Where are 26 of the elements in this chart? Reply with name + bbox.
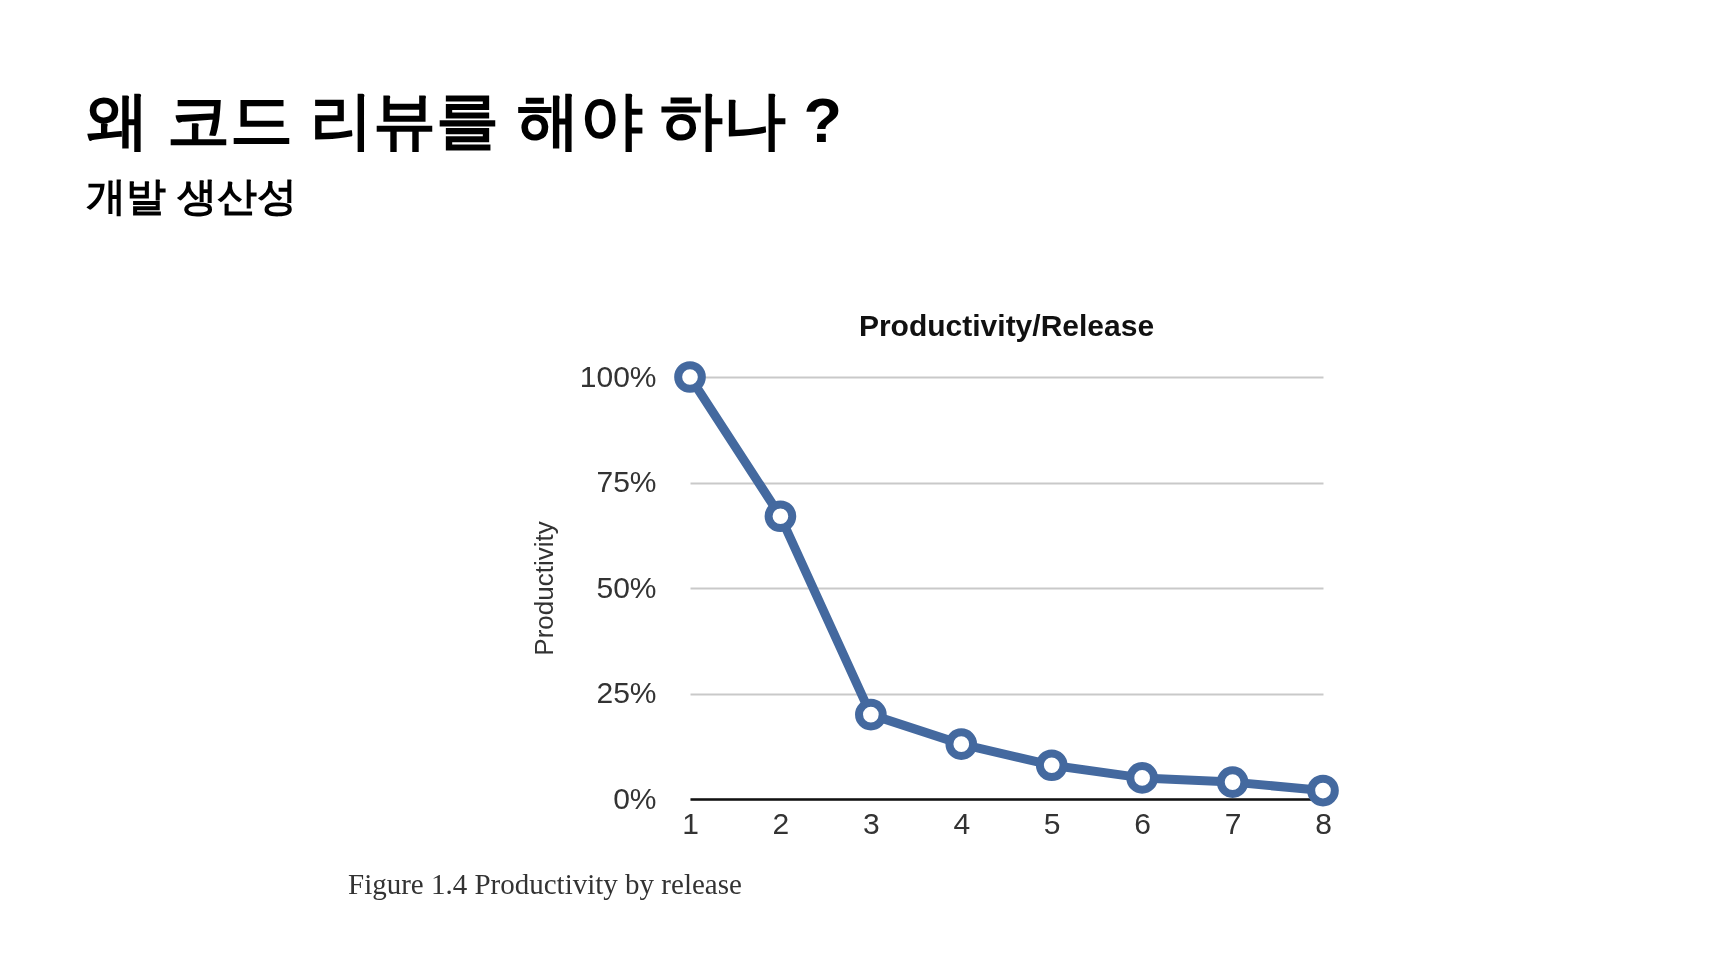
x-tick-label: 3 [863,806,880,840]
y-axis-title: Productivity [528,521,559,656]
x-tick-label: 5 [1043,806,1061,840]
point [674,361,706,393]
x-tick-label: 1 [682,806,699,840]
point [945,728,978,760]
chart-title: Productivity/Release [858,309,1155,342]
y-tick-label: 0% [613,781,657,815]
x-tick-label: 7 [1224,806,1242,840]
point [1307,774,1339,807]
point [1216,766,1249,798]
x-tick-label: 4 [953,806,971,840]
point [855,698,887,731]
y-tick-label: 100% [579,359,657,393]
caption: Figure 1.4 Productivity by release [348,868,742,900]
x-tick-label: 2 [772,806,790,840]
point [1035,749,1068,782]
point [1126,762,1158,794]
point [764,500,797,533]
y-tick-label: 25% [596,676,657,709]
y-tick-label: 50% [596,570,657,604]
text: 개발 생산성 [86,174,298,218]
x-tick-label: 8 [1315,806,1332,840]
text: 왜 코드 리뷰를 해야 하나 ? [86,85,842,155]
x-tick-label: 6 [1134,806,1151,840]
y-tick-label: 75% [596,465,657,498]
